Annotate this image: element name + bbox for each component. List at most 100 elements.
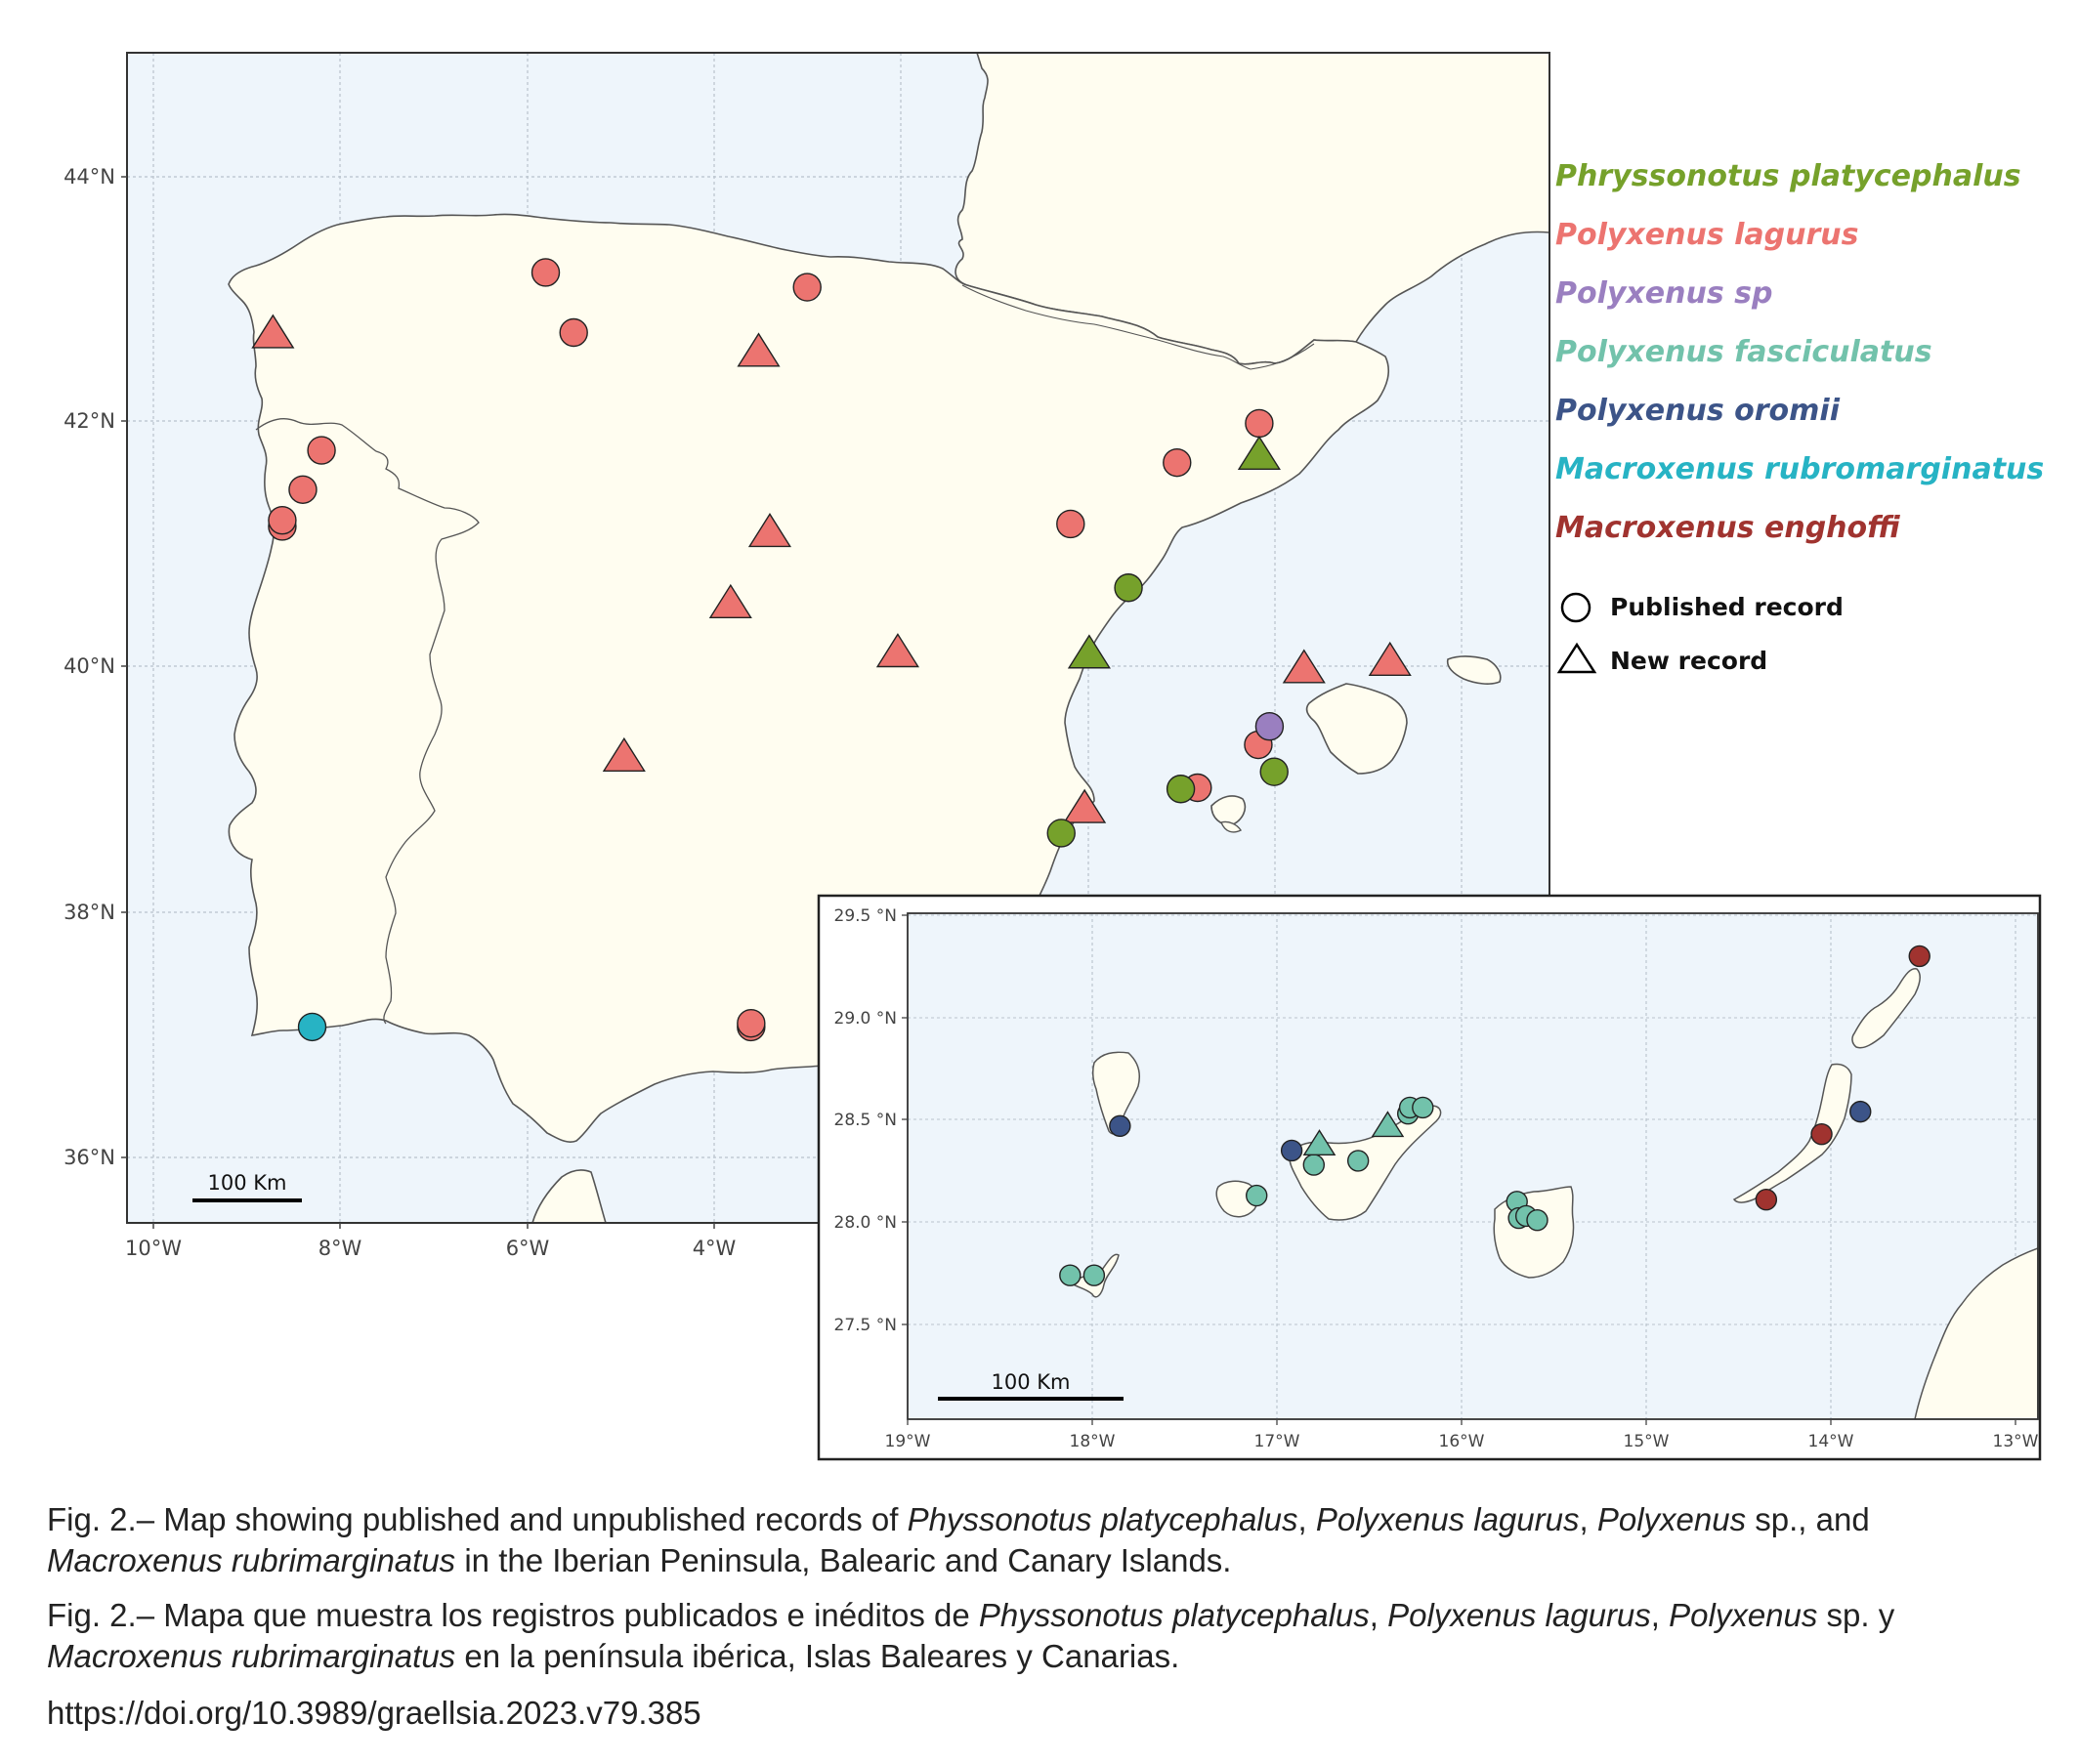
published-record-marker	[792, 273, 822, 302]
inset-scale-bar-label: 100 Km	[992, 1370, 1071, 1394]
caption-es-suffix: en la península ibérica, Islas Baleares …	[455, 1638, 1180, 1674]
caption-es-mid: sp. y	[1817, 1597, 1895, 1633]
caption-en-species-3: Polyxenus	[1596, 1501, 1747, 1537]
new-record-marker	[737, 332, 781, 367]
published-record-marker	[1163, 447, 1192, 478]
border-portugal	[255, 418, 480, 1025]
inset-lat-tick-label: 27.5 °N	[834, 1316, 897, 1335]
inset-lon-tick-label: 14°W	[1808, 1432, 1854, 1451]
published-record-marker	[1908, 945, 1930, 968]
land-lanzarote	[1851, 967, 1922, 1049]
published-record-marker	[1056, 509, 1085, 539]
inset-lon-tick-label: 18°W	[1070, 1432, 1116, 1451]
published-record-marker	[297, 1012, 327, 1042]
inset-lat-tick-label: 29.5 °N	[834, 906, 897, 926]
inset-map: 29.5 °N 29.0 °N 28.5 °N 28.0 °N 27.5 °N …	[817, 894, 2042, 1461]
caption-en-prefix: Fig. 2.– Map showing published and unpub…	[47, 1501, 908, 1537]
published-record-marker	[1755, 1189, 1778, 1211]
legend-species-list: Phryssonotus platycephalus Polyxenus lagu…	[1555, 159, 2044, 545]
new-record-marker	[1302, 1129, 1336, 1155]
lat-tick-label: 38°N	[64, 901, 115, 924]
new-record-marker	[1371, 1111, 1405, 1138]
published-record-marker	[1046, 819, 1076, 848]
published-record-marker	[737, 1008, 766, 1038]
published-record-marker	[1059, 1264, 1082, 1286]
caption-en-suffix: in the Iberian Peninsula, Balearic and C…	[455, 1542, 1232, 1578]
inset-map-frame	[907, 912, 2039, 1420]
legend-species-label: Macroxenus enghoffi	[1555, 511, 1900, 545]
caption-english: Fig. 2.– Map showing published and unpub…	[47, 1499, 2050, 1581]
published-record-marker	[1412, 1096, 1434, 1119]
doi-link[interactable]: https://doi.org/10.3989/graellsia.2023.v…	[47, 1695, 701, 1731]
legend-species-label: Macroxenus rubromarginatus	[1555, 452, 2044, 486]
new-record-marker	[1368, 641, 1412, 676]
legend-species-label: Polyxenus lagurus	[1555, 218, 1859, 252]
published-record-marker	[1166, 775, 1196, 804]
land-ibiza	[1210, 795, 1247, 826]
main-records	[251, 258, 1412, 1042]
land-menorca	[1446, 655, 1502, 685]
published-record-marker	[1245, 408, 1274, 439]
published-record-marker	[1259, 757, 1289, 786]
new-record-marker	[1237, 435, 1281, 470]
inset-lon-tick-label: 16°W	[1439, 1432, 1485, 1451]
scale-bar-label: 100 Km	[208, 1171, 287, 1195]
new-record-marker	[251, 314, 295, 349]
inset-graticule	[908, 913, 2038, 1419]
published-record-marker	[1082, 1264, 1106, 1286]
published-record-marker	[530, 258, 561, 287]
inset-lat-ticks: 29.5 °N 29.0 °N 28.5 °N 28.0 °N 27.5 °N	[834, 906, 908, 1335]
inset-lat-tick-label: 28.0 °N	[834, 1213, 897, 1233]
caption-es-prefix: Fig. 2.– Mapa que muestra los registros …	[47, 1597, 979, 1633]
legend-species-label: Phryssonotus platycephalus	[1555, 159, 2021, 193]
new-record-marker	[747, 513, 792, 548]
land-mallorca	[1305, 683, 1408, 775]
legend-species-label: Polyxenus fasciculatus	[1555, 335, 1932, 369]
caption-en-species-1: Physsonotus platycephalus	[907, 1501, 1298, 1537]
published-record-marker	[1810, 1122, 1833, 1146]
new-record-marker	[1063, 788, 1107, 823]
new-record-marker	[708, 583, 752, 618]
inset-lon-ticks: 19°W 18°W 17°W 16°W 15°W 14°W 13°W	[885, 1419, 2039, 1451]
inset-lon-tick-label: 13°W	[1993, 1432, 2039, 1451]
new-record-marker	[875, 633, 919, 668]
caption-en-species-2: Polyxenus lagurus	[1315, 1501, 1580, 1537]
legend-species-label: Polyxenus oromii	[1555, 394, 1841, 428]
caption-es-sep-2: ,	[1650, 1597, 1670, 1633]
published-record-marker	[1849, 1100, 1872, 1123]
caption-es-sep-1: ,	[1369, 1597, 1388, 1633]
land-formentera	[1220, 820, 1243, 833]
caption-es-species-4: Macroxenus rubrimarginatus	[47, 1638, 456, 1674]
published-record-marker	[307, 436, 336, 465]
lon-tick-label: 10°W	[125, 1237, 182, 1260]
published-record-marker	[1346, 1150, 1370, 1172]
lat-tick-label: 40°N	[64, 654, 115, 678]
published-record-marker	[268, 505, 297, 535]
main-lat-ticks: 44°N 42°N 40°N 38°N 36°N	[64, 165, 127, 1169]
new-record-marker	[602, 736, 646, 772]
new-record-marker	[1282, 649, 1326, 684]
inset-lat-tick-label: 28.5 °N	[834, 1111, 897, 1130]
legend-published: Published record	[1560, 592, 1844, 623]
lon-tick-label: 4°W	[693, 1237, 737, 1260]
new-record-symbol-icon	[1556, 642, 1597, 674]
lon-tick-label: 6°W	[506, 1237, 550, 1260]
inset-scale-bar: 100 Km	[938, 1370, 1124, 1401]
new-record-marker	[1067, 634, 1111, 669]
land-gran-canaria	[1493, 1186, 1575, 1279]
land-africa-coast	[1914, 1247, 2038, 1419]
caption-es-species-3: Polyxenus	[1669, 1597, 1818, 1633]
caption-es-species-1: Physsonotus platycephalus	[978, 1597, 1370, 1633]
main-lon-ticks: 10°W 8°W 6°W 4°W	[125, 1223, 737, 1260]
published-record-marker	[1280, 1139, 1303, 1162]
caption-spanish: Fig. 2.– Mapa que muestra los registros …	[47, 1595, 2050, 1677]
inset-lat-tick-label: 29.0 °N	[834, 1009, 897, 1029]
land-morocco	[531, 1169, 607, 1223]
legend-new: New record	[1556, 642, 1767, 675]
caption-en-species-4: Macroxenus rubrimarginatus	[47, 1542, 456, 1578]
lat-tick-label: 42°N	[64, 409, 115, 433]
published-record-marker	[559, 317, 588, 348]
inset-lon-tick-label: 19°W	[885, 1432, 931, 1451]
published-record-marker	[1109, 1114, 1131, 1137]
lat-tick-label: 44°N	[64, 165, 115, 189]
